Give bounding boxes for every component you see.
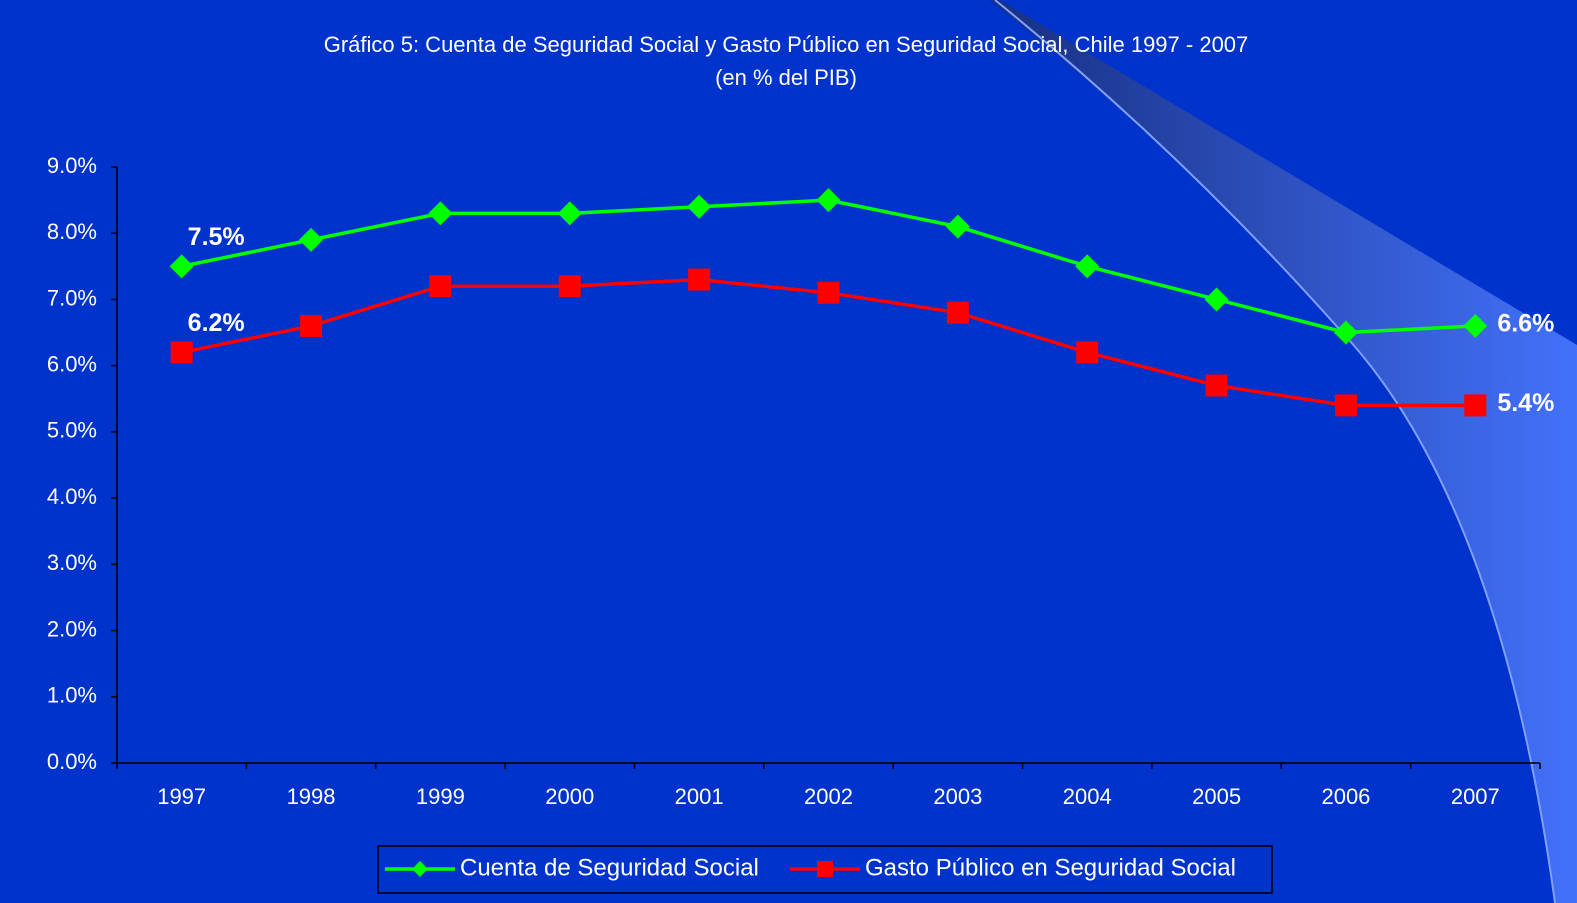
y-tick-label: 6.0% <box>47 351 97 376</box>
data-point <box>817 281 840 304</box>
decoration-edge <box>994 0 1556 903</box>
data-label: 5.4% <box>1497 389 1554 417</box>
data-point <box>688 268 711 291</box>
x-tick-label: 2000 <box>545 784 594 809</box>
data-point <box>816 188 841 213</box>
legend-label: Gasto Público en Seguridad Social <box>865 854 1236 881</box>
data-point <box>945 214 970 239</box>
data-point <box>687 194 712 219</box>
data-point <box>169 254 194 279</box>
data-label: 6.2% <box>188 309 245 337</box>
y-tick-label: 5.0% <box>47 418 97 443</box>
decoration <box>990 0 1577 903</box>
x-tick-label: 2004 <box>1063 784 1112 809</box>
data-point <box>946 301 969 324</box>
x-tick-label: 1999 <box>416 784 465 809</box>
y-tick-label: 4.0% <box>47 484 97 509</box>
data-point <box>170 341 193 364</box>
x-tick-label: 2001 <box>675 784 724 809</box>
data-point <box>1076 341 1099 364</box>
data-point <box>429 275 452 298</box>
y-tick-label: 8.0% <box>47 219 97 244</box>
legend-marker <box>412 861 428 877</box>
data-point <box>1204 287 1229 312</box>
x-tick-label: 2007 <box>1451 784 1500 809</box>
x-tick-label: 2006 <box>1321 784 1370 809</box>
chart-title: Gráfico 5: Cuenta de Seguridad Social y … <box>324 32 1249 57</box>
data-point <box>1205 374 1228 397</box>
data-point <box>300 314 323 337</box>
legend-label: Cuenta de Seguridad Social <box>460 854 759 881</box>
y-tick-label: 9.0% <box>47 153 97 178</box>
chart-subtitle: (en % del PIB) <box>715 65 857 90</box>
y-tick-label: 3.0% <box>47 550 97 575</box>
x-tick-label: 2005 <box>1192 784 1241 809</box>
x-tick-label: 1998 <box>287 784 336 809</box>
legend-marker <box>817 861 833 877</box>
x-tick-label: 2003 <box>933 784 982 809</box>
y-tick-label: 2.0% <box>47 616 97 641</box>
y-tick-label: 0.0% <box>47 749 97 774</box>
data-point <box>428 201 453 226</box>
data-point <box>1075 254 1100 279</box>
data-point <box>558 275 581 298</box>
x-tick-label: 2002 <box>804 784 853 809</box>
y-tick-label: 1.0% <box>47 683 97 708</box>
data-point <box>299 227 324 252</box>
data-point <box>557 201 582 226</box>
data-point <box>1333 320 1358 345</box>
data-label: 6.6% <box>1497 310 1554 338</box>
data-point <box>1464 394 1487 417</box>
data-point <box>1463 313 1488 338</box>
data-point <box>1334 394 1357 417</box>
y-tick-label: 7.0% <box>47 285 97 310</box>
data-label: 7.5% <box>188 223 245 251</box>
x-tick-label: 1997 <box>157 784 206 809</box>
